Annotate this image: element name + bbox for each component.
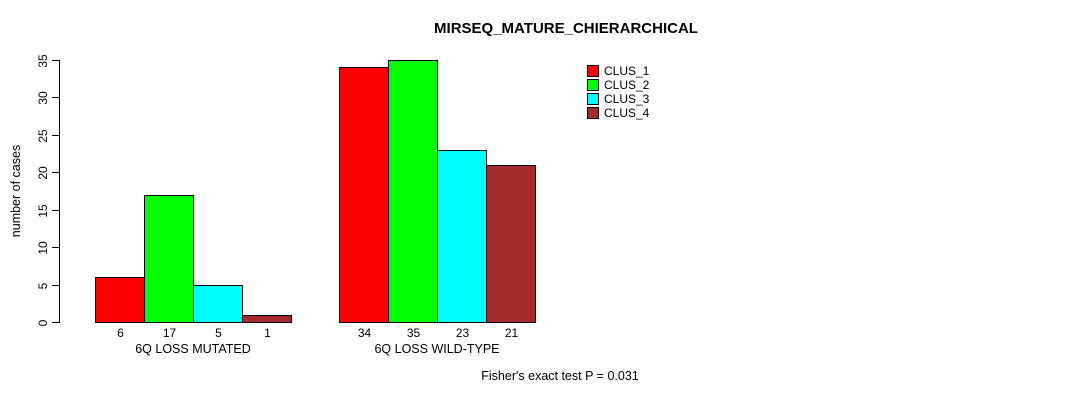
y-tick — [52, 247, 59, 248]
category-label: 6Q LOSS MUTATED — [135, 342, 251, 356]
bar-clus_2-2 — [388, 60, 438, 323]
bar-clus_3-2 — [437, 150, 487, 323]
y-tick — [52, 60, 59, 61]
legend-label: CLUS_2 — [604, 78, 650, 92]
y-tick-label: 20 — [36, 165, 50, 180]
bar-value-label: 6 — [117, 326, 124, 340]
y-tick — [52, 135, 59, 136]
bar-clus_1-2 — [339, 67, 389, 323]
legend-label: CLUS_3 — [604, 92, 650, 106]
y-tick-label: 15 — [36, 203, 50, 218]
bar-value-label: 34 — [357, 326, 372, 340]
legend-label: CLUS_4 — [604, 106, 650, 120]
legend-item-clus_2: CLUS_2 — [587, 78, 649, 92]
y-axis-line — [59, 60, 60, 323]
bar-value-label: 21 — [504, 326, 519, 340]
legend-swatch — [587, 79, 599, 91]
chart-title: MIRSEQ_MATURE_CHIERARCHICAL — [434, 20, 698, 37]
y-tick-label: 30 — [36, 90, 50, 105]
bar-value-label: 17 — [162, 326, 177, 340]
bar-clus_4-1 — [242, 315, 292, 323]
category-label: 6Q LOSS WILD-TYPE — [374, 342, 500, 356]
y-tick-label: 10 — [36, 240, 50, 255]
bar-clus_2-1 — [144, 195, 194, 323]
legend-swatch — [587, 93, 599, 105]
y-tick-label: 0 — [36, 319, 50, 326]
y-tick — [52, 210, 59, 211]
bar-clus_4-2 — [486, 165, 536, 323]
legend-label: CLUS_1 — [604, 64, 650, 78]
y-axis-label: number of cases — [9, 144, 23, 238]
legend-item-clus_3: CLUS_3 — [587, 92, 649, 106]
legend-swatch — [587, 65, 599, 77]
bar-clus_1-1 — [95, 277, 145, 323]
y-tick — [52, 172, 59, 173]
legend: CLUS_1 CLUS_2 CLUS_3 CLUS_4 — [587, 64, 649, 120]
bar-value-label: 23 — [455, 326, 470, 340]
legend-item-clus_1: CLUS_1 — [587, 64, 649, 78]
y-tick-label: 35 — [36, 53, 50, 68]
bar-clus_3-1 — [193, 285, 243, 323]
bar-value-label: 1 — [264, 326, 271, 340]
legend-item-clus_4: CLUS_4 — [587, 106, 649, 120]
y-tick — [52, 322, 59, 323]
fisher-test-annotation: Fisher's exact test P = 0.031 — [481, 369, 639, 383]
y-tick-label: 5 — [36, 282, 50, 289]
bar-value-label: 35 — [406, 326, 421, 340]
y-tick — [52, 285, 59, 286]
y-tick-label: 25 — [36, 128, 50, 143]
legend-swatch — [587, 107, 599, 119]
bar-value-label: 5 — [215, 326, 222, 340]
y-tick — [52, 97, 59, 98]
